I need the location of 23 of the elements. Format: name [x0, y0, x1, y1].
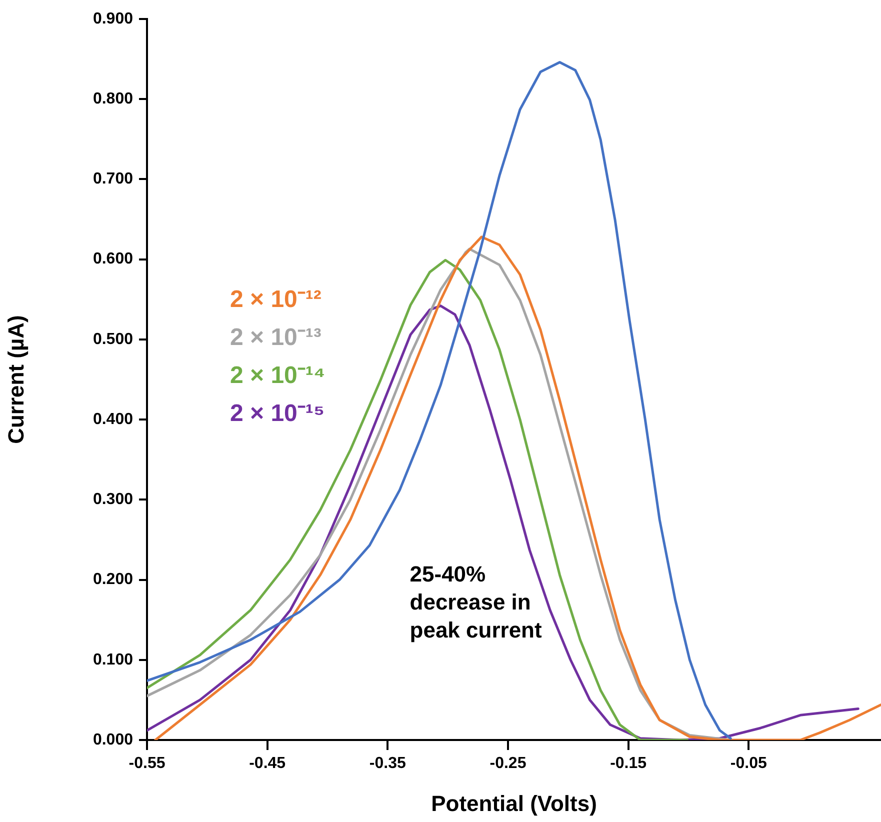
y-tick-label: 0.400 [92, 410, 134, 428]
y-tick-label: 0.800 [92, 90, 134, 108]
y-tick-label: 0.100 [92, 651, 134, 668]
y-tick-label: 0.500 [92, 330, 134, 348]
text: 2 × 10⁻¹³ [230, 324, 322, 351]
text: 2 × 10⁻¹² [230, 286, 322, 313]
y-tick-label: 0.900 [92, 10, 134, 28]
y-axis-title: Current (µA) [3, 315, 28, 444]
annotation: 25-40% decrease in peak current [410, 561, 542, 642]
series-label: 2 × 10⁻¹⁵ [230, 400, 325, 427]
series-label: 2 × 10⁻¹⁴ [230, 362, 326, 389]
y-tick-label: 0.600 [92, 250, 134, 268]
y-tick-label: 0.200 [92, 571, 134, 588]
y-tick-label: 0.700 [92, 170, 134, 188]
x-tick-label: -0.45 [249, 755, 286, 772]
y-tick-label: 0.000 [92, 731, 134, 748]
x-tick-label: -0.15 [610, 755, 647, 772]
x-axis-title: Potential (Volts) [431, 790, 597, 816]
y-tick-label: 0.300 [92, 491, 134, 508]
x-tick-label: -0.55 [128, 755, 166, 772]
x-tick-label: -0.05 [730, 755, 767, 772]
x-tick-label: -0.25 [490, 755, 526, 772]
x-tick-label: -0.35 [369, 755, 406, 772]
